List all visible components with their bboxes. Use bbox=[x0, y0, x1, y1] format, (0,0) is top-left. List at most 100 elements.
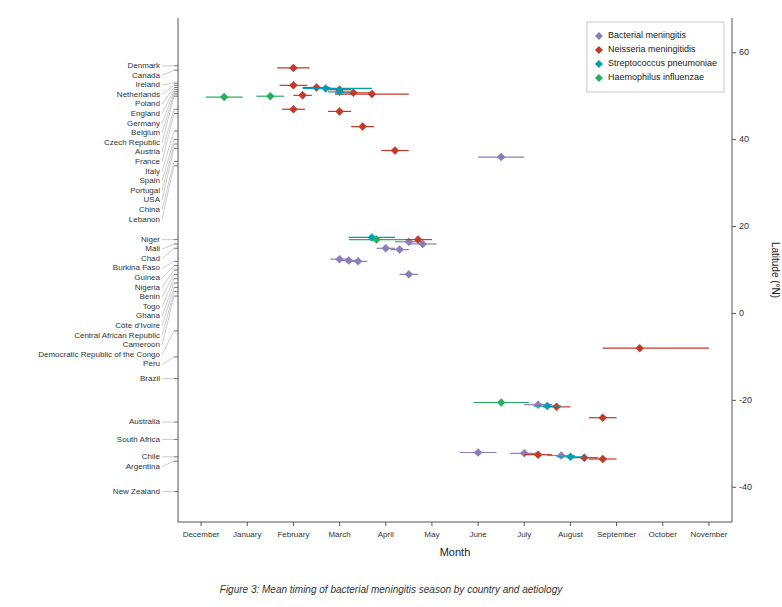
x-tick-label: October bbox=[649, 530, 678, 539]
y2-tick bbox=[174, 243, 178, 244]
y2-tick bbox=[174, 85, 178, 86]
point bbox=[289, 105, 297, 113]
y2-tick bbox=[174, 130, 178, 131]
point bbox=[345, 256, 353, 264]
point bbox=[391, 147, 399, 155]
y-tick-label: -20 bbox=[739, 395, 752, 405]
x-tick bbox=[570, 522, 571, 526]
y2-tick bbox=[174, 87, 178, 88]
x-tick bbox=[293, 522, 294, 526]
y2-tick bbox=[174, 113, 178, 114]
x-tick-label: January bbox=[233, 530, 261, 539]
y2-tick bbox=[174, 83, 178, 84]
y2-tick bbox=[174, 239, 178, 240]
x-axis-line bbox=[178, 522, 732, 523]
point bbox=[497, 153, 505, 161]
series bbox=[330, 153, 575, 459]
y2-tick bbox=[174, 89, 178, 90]
y2-tick-label: Netherlands bbox=[117, 90, 160, 99]
y2-tick-leader bbox=[162, 439, 174, 440]
point bbox=[599, 414, 607, 422]
y2-tick bbox=[174, 96, 178, 97]
x-tick bbox=[339, 522, 340, 526]
point bbox=[354, 257, 362, 265]
point bbox=[534, 401, 542, 409]
point bbox=[382, 244, 390, 252]
y2-tick bbox=[174, 356, 178, 357]
x-tick-label: July bbox=[517, 530, 531, 539]
y-tick-label: -40 bbox=[739, 482, 752, 492]
x-tick bbox=[524, 522, 525, 526]
point bbox=[599, 455, 607, 463]
y2-tick-label: Austria bbox=[135, 147, 160, 156]
y2-tick bbox=[174, 378, 178, 379]
x-tick-label: April bbox=[378, 530, 394, 539]
y2-tick-leader bbox=[162, 461, 174, 466]
point bbox=[543, 402, 551, 410]
legend-label: Bacterial meningitis bbox=[608, 30, 687, 40]
x-tick-label: August bbox=[558, 530, 584, 539]
point bbox=[405, 270, 413, 278]
y2-tick-label: Brazil bbox=[140, 374, 160, 383]
chart: DecemberJanuaryFebruaryMarchAprilMayJune… bbox=[0, 0, 782, 607]
y2-tick-leader bbox=[162, 166, 174, 220]
plot-area bbox=[206, 64, 709, 463]
point bbox=[520, 449, 528, 457]
point bbox=[497, 399, 505, 407]
y2-tick-leader bbox=[162, 456, 174, 457]
y-tick-label: 60 bbox=[739, 47, 749, 57]
error-bar bbox=[303, 88, 372, 89]
y-axis-label: Latitude (°N) bbox=[770, 242, 781, 298]
legend-swatch bbox=[595, 74, 603, 82]
y2-tick bbox=[174, 94, 178, 95]
y-tick bbox=[732, 400, 736, 401]
y2-tick-leader bbox=[162, 283, 174, 316]
y2-tick-label: Poland bbox=[135, 99, 160, 108]
x-tick-label: September bbox=[597, 530, 636, 539]
y2-tick bbox=[174, 283, 178, 284]
y2-tick-leader bbox=[162, 357, 174, 364]
point bbox=[580, 454, 588, 462]
y2-tick-leader bbox=[162, 90, 174, 114]
point bbox=[336, 107, 344, 115]
y2-tick-leader bbox=[162, 270, 174, 288]
point bbox=[557, 452, 565, 460]
y2-tick-label: Australia bbox=[129, 417, 161, 426]
y2-tick-leader bbox=[162, 248, 174, 259]
y2-tick-label: Niger bbox=[141, 235, 160, 244]
y2-tick-label: Germany bbox=[127, 119, 160, 128]
y2-tick-label: Central African Republic bbox=[74, 331, 160, 340]
y2-tick bbox=[174, 456, 178, 457]
y2-tick-leader bbox=[162, 239, 174, 240]
x-tick bbox=[247, 522, 248, 526]
series bbox=[206, 92, 529, 406]
point bbox=[566, 453, 574, 461]
y-tick-label: 20 bbox=[739, 221, 749, 231]
y2-tick-label: New Zealand bbox=[113, 487, 160, 496]
y2-tick bbox=[174, 144, 178, 145]
y2-tick bbox=[174, 261, 178, 262]
y2-tick bbox=[174, 70, 178, 71]
point bbox=[359, 123, 367, 131]
y2-tick bbox=[174, 461, 178, 462]
point bbox=[368, 90, 376, 98]
y2-tick bbox=[174, 296, 178, 297]
legend-swatch bbox=[595, 60, 603, 68]
x-tick-label: May bbox=[424, 530, 439, 539]
series bbox=[303, 84, 585, 460]
legend-frame bbox=[587, 22, 724, 92]
x-tick bbox=[708, 522, 709, 526]
point bbox=[289, 64, 297, 72]
point bbox=[373, 236, 381, 244]
y2-tick bbox=[174, 291, 178, 292]
y2-tick-label: Czech Republic bbox=[104, 138, 160, 147]
y2-tick bbox=[174, 330, 178, 331]
y2-tick-leader bbox=[162, 144, 174, 191]
y2-tick bbox=[174, 161, 178, 162]
y2-tick-label: Spain bbox=[140, 176, 160, 185]
y2-tick-leader bbox=[162, 331, 174, 355]
x-tick-label: June bbox=[469, 530, 487, 539]
y-tick bbox=[732, 52, 736, 53]
y2-tick bbox=[174, 278, 178, 279]
y-tick-label: 0 bbox=[739, 308, 744, 318]
